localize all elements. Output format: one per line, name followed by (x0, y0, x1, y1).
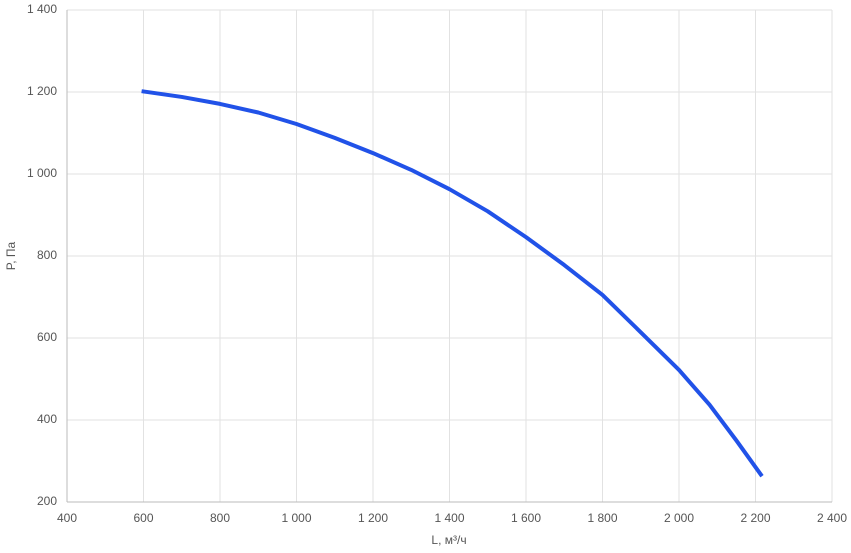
x-tick-label: 600 (133, 511, 153, 525)
x-tick-label: 1 600 (511, 511, 541, 525)
x-tick-label: 400 (57, 511, 77, 525)
y-tick-label: 1 200 (27, 84, 57, 98)
y-tick-label: 1 000 (27, 166, 57, 180)
y-tick-label: 200 (37, 494, 57, 508)
y-axis-title: P, Па (4, 241, 18, 270)
x-tick-label: 800 (210, 511, 230, 525)
x-tick-label: 1 800 (587, 511, 617, 525)
y-tick-label: 800 (37, 248, 57, 262)
x-tick-label: 1 400 (434, 511, 464, 525)
x-tick-label: 2 000 (664, 511, 694, 525)
y-tick-label: 400 (37, 412, 57, 426)
y-tick-label: 600 (37, 330, 57, 344)
y-tick-label: 1 400 (27, 2, 57, 16)
x-tick-label: 1 200 (358, 511, 388, 525)
x-axis-title: L, м³/ч (431, 533, 466, 547)
data-line (141, 89, 764, 478)
x-tick-label: 2 400 (817, 511, 847, 525)
x-tick-label: 2 200 (740, 511, 770, 525)
x-tick-label: 1 000 (281, 511, 311, 525)
